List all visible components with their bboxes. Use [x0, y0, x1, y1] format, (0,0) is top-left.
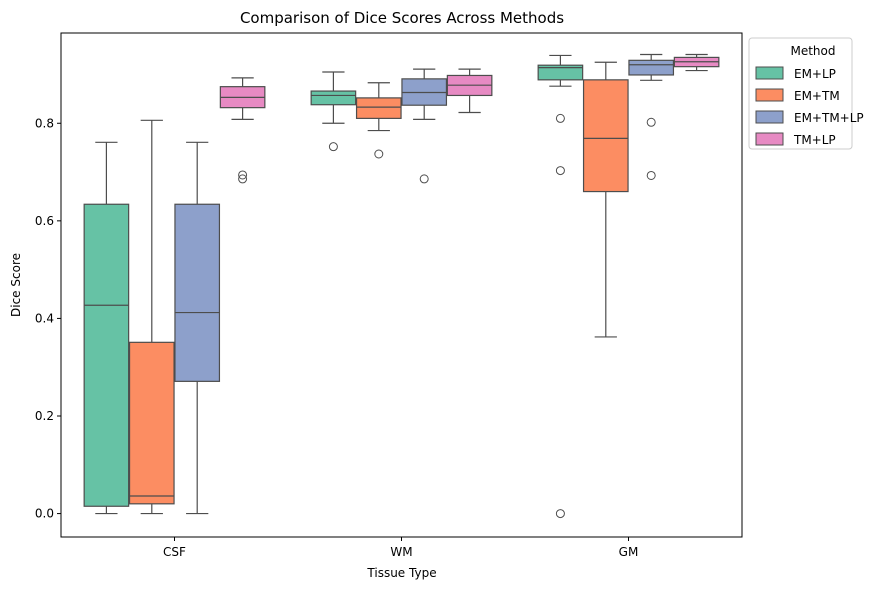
outlier-point: [646, 170, 656, 180]
box: [128, 341, 175, 505]
outlier-point: [238, 170, 248, 180]
outlier-point: [238, 174, 248, 184]
outlier-point: [555, 113, 565, 123]
box-group: [128, 119, 175, 515]
box-group: [446, 68, 493, 114]
box: [582, 79, 629, 193]
box-group: [83, 141, 130, 515]
legend-swatch: [755, 132, 784, 146]
box: [83, 203, 130, 507]
legend: Method EM+LP EM+TM EM+TM+LP TM+LP: [748, 37, 864, 150]
box-group: [582, 61, 629, 338]
x-axis: CSF WM GM: [163, 537, 638, 559]
box: [310, 90, 357, 106]
legend-swatch: [755, 88, 784, 102]
legend-label: EM+LP: [794, 67, 836, 81]
y-tick-label: 0.2: [35, 409, 54, 423]
outlier-point: [646, 117, 656, 127]
chart-title: Comparison of Dice Scores Across Methods: [240, 9, 564, 27]
box-group: [537, 54, 584, 519]
box-group: [310, 71, 357, 152]
y-axis: 0.0 0.2 0.4 0.6 0.8: [35, 116, 61, 521]
outlier-point: [555, 166, 565, 176]
box-group: [628, 53, 675, 180]
y-tick-label: 0.4: [35, 311, 54, 325]
box: [628, 59, 675, 76]
y-tick-label: 0.6: [35, 214, 54, 228]
legend-label: TM+LP: [793, 133, 836, 147]
y-tick-label: 0.0: [35, 507, 54, 521]
legend-label: EM+TM: [794, 89, 840, 103]
box: [355, 97, 402, 119]
x-tick-label: WM: [390, 545, 412, 559]
outlier-point: [374, 149, 384, 159]
box: [174, 203, 221, 382]
outlier-point: [328, 142, 338, 152]
box-group: [219, 77, 266, 184]
x-axis-label: Tissue Type: [366, 566, 436, 580]
box-group: [174, 141, 221, 515]
legend-swatch: [755, 110, 784, 124]
box-group: [355, 82, 402, 159]
x-tick-label: CSF: [163, 545, 186, 559]
plot-area: [83, 53, 720, 519]
outlier-point: [555, 509, 565, 519]
outlier-point: [419, 174, 429, 184]
legend-label: EM+TM+LP: [794, 111, 864, 125]
box-group: [401, 68, 448, 184]
legend-title: Method: [790, 44, 835, 58]
legend-swatch: [755, 66, 784, 80]
box-group: [673, 53, 720, 72]
y-tick-label: 0.8: [35, 116, 54, 130]
x-tick-label: GM: [619, 545, 639, 559]
y-axis-label: Dice Score: [9, 253, 23, 317]
box: [537, 64, 584, 81]
